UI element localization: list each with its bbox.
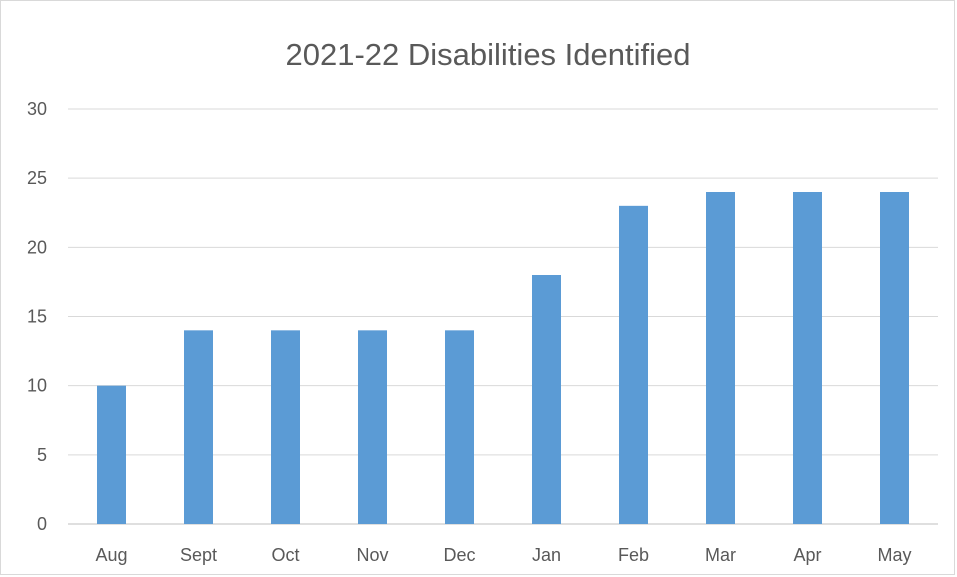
x-tick-label-oct: Oct	[271, 545, 299, 565]
bar-sept	[184, 330, 213, 524]
bar-nov	[358, 330, 387, 524]
y-tick-label-25: 25	[27, 168, 47, 188]
x-tick-label-may: May	[877, 545, 911, 565]
bar-apr	[793, 192, 822, 524]
chart-title: 2021-22 Disabilities Identified	[286, 37, 691, 72]
x-axis-ticks: Aug Sept Oct Nov Dec Jan Feb Mar Apr May	[95, 545, 911, 565]
x-tick-label-feb: Feb	[618, 545, 649, 565]
y-tick-label-20: 20	[27, 237, 47, 257]
y-axis-ticks: 0 5 10 15 20 25 30	[27, 99, 47, 534]
y-tick-label-15: 15	[27, 307, 47, 327]
x-tick-label-jan: Jan	[532, 545, 561, 565]
y-tick-label-5: 5	[37, 445, 47, 465]
x-tick-label-aug: Aug	[95, 545, 127, 565]
bar-dec	[445, 330, 474, 524]
bar-aug	[97, 385, 126, 524]
bar-feb	[619, 205, 648, 525]
bar-mar	[706, 192, 735, 524]
bars	[97, 192, 909, 525]
bar-jan	[532, 275, 561, 524]
y-tick-label-10: 10	[27, 376, 47, 396]
bar-may	[880, 192, 909, 524]
x-tick-label-apr: Apr	[793, 545, 821, 565]
x-tick-label-sept: Sept	[180, 545, 217, 565]
y-tick-label-30: 30	[27, 99, 47, 119]
x-tick-label-dec: Dec	[443, 545, 475, 565]
bar-oct	[271, 330, 300, 524]
x-tick-label-nov: Nov	[356, 545, 388, 565]
y-tick-label-0: 0	[37, 514, 47, 534]
x-tick-label-mar: Mar	[705, 545, 736, 565]
